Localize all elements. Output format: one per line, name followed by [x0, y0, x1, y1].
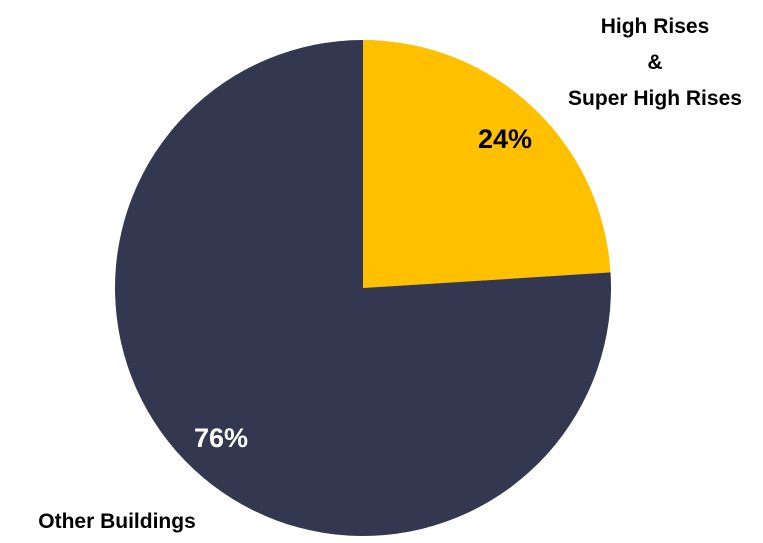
pie-slice: [114, 40, 611, 536]
value-label: 24%: [478, 124, 532, 154]
category-label: Other Buildings: [38, 510, 196, 533]
value-label: 76%: [194, 423, 248, 453]
category-label: High Rises & Super High Rises: [568, 15, 742, 110]
pie-slice: [363, 40, 611, 288]
